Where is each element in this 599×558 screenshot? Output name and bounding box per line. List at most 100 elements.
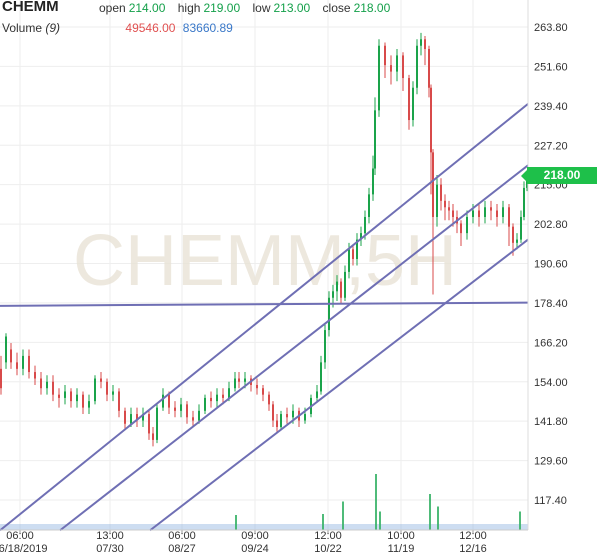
close-label: close — [322, 1, 351, 15]
candle-body — [204, 397, 206, 411]
trend-line[interactable] — [59, 164, 529, 532]
candle-body — [344, 271, 346, 298]
y-tick-label: 263.80 — [534, 22, 568, 34]
x-tick-time: 13:00 — [96, 530, 124, 542]
candle-body — [5, 336, 7, 363]
candle-body — [332, 291, 334, 298]
volume-baseline — [0, 524, 528, 530]
candle-body — [416, 45, 418, 88]
time-axis: 06:0006/18/201913:0007/3006:0008/2709:00… — [0, 529, 528, 555]
candle-body — [316, 391, 318, 398]
candle-body — [280, 414, 282, 427]
candle-body — [324, 330, 326, 363]
x-tick-time: 09:00 — [241, 530, 269, 542]
y-tick-label: 129.60 — [534, 456, 568, 468]
candle-body — [262, 388, 264, 395]
y-tick-label: 166.20 — [534, 337, 568, 349]
candle-body — [466, 216, 468, 234]
candle-body — [502, 207, 504, 217]
candle-body — [384, 45, 386, 66]
candle-body — [348, 249, 350, 272]
trend-line[interactable] — [0, 301, 529, 307]
candle-body — [472, 210, 474, 217]
x-tick-date: 11/19 — [388, 543, 415, 555]
candle-body — [276, 420, 278, 427]
candle-body — [198, 410, 200, 421]
candle-body — [356, 239, 358, 259]
y-tick-label: 178.40 — [534, 298, 568, 310]
candle-body — [440, 184, 442, 201]
candle-body — [408, 78, 410, 121]
candle-body — [46, 381, 48, 389]
x-tick-date: 12/16 — [459, 543, 487, 555]
y-tick-label: 190.60 — [534, 259, 568, 271]
volume-value-b: 83660.89 — [182, 21, 233, 35]
last-price-tag: 218.00 — [521, 167, 597, 184]
x-tick-time: 10:00 — [387, 530, 415, 542]
candle-body — [272, 404, 274, 421]
candle-body — [180, 404, 182, 411]
volume-period: (9) — [45, 21, 61, 35]
candle-body — [222, 394, 224, 398]
y-tick-label: 154.00 — [534, 377, 568, 389]
trend-line[interactable] — [149, 238, 529, 532]
candle-body — [174, 407, 176, 411]
candle-body — [460, 223, 462, 234]
close-value: 218.00 — [353, 1, 391, 15]
volume-bar — [429, 494, 431, 530]
x-tick-date: 07/30 — [96, 543, 124, 555]
candle-body — [364, 216, 366, 234]
high-value: 219.00 — [203, 1, 241, 15]
candle-body — [412, 87, 414, 121]
candle-body — [320, 362, 322, 392]
candle-body — [216, 394, 218, 402]
ticker-symbol: CHEMM — [2, 0, 59, 15]
volume-bar — [375, 474, 377, 530]
candle-body — [328, 297, 330, 331]
y-tick-label: 141.80 — [534, 416, 568, 428]
candle-body — [82, 394, 84, 408]
candle-body — [512, 226, 514, 243]
candle-body — [436, 184, 438, 217]
open-value: 214.00 — [128, 1, 166, 15]
candle-body — [360, 233, 362, 240]
x-tick-date: 08/27 — [168, 543, 196, 555]
candle-body — [100, 378, 102, 382]
candle-body — [352, 249, 354, 259]
candle-body — [448, 207, 450, 211]
candle-body — [432, 152, 434, 217]
candle-body — [490, 207, 492, 211]
candlesticks — [0, 32, 528, 447]
candle-body — [16, 362, 18, 369]
candle-body — [402, 55, 404, 79]
ohlc-readout: open 214.00 high 219.00 low 213.00 close 218… — [99, 1, 399, 15]
candle-body — [520, 216, 522, 240]
candle-body — [76, 394, 78, 402]
x-tick-time: 06:00 — [168, 530, 196, 542]
candle-body — [156, 407, 158, 440]
x-tick-time: 12:00 — [459, 530, 487, 542]
candle-body — [192, 417, 194, 421]
y-tick-label: 202.80 — [534, 219, 568, 231]
candle-body — [238, 378, 240, 382]
candle-body — [70, 391, 72, 402]
candle-body — [444, 200, 446, 208]
volume-bar — [235, 515, 237, 530]
candle-body — [148, 414, 150, 434]
x-tick-time: 06:00 — [6, 530, 34, 542]
volume-readout: Volume (9) 49546.00 83660.89 — [2, 21, 233, 35]
candle-body — [478, 210, 480, 217]
candle-body — [374, 110, 376, 169]
candle-body — [210, 397, 212, 402]
candle-body — [516, 239, 518, 243]
open-label: open — [99, 1, 126, 15]
candle-body — [340, 281, 342, 298]
candle-body — [118, 391, 120, 411]
candle-body — [112, 391, 114, 395]
trend-lines[interactable] — [0, 103, 529, 532]
volume-bar — [519, 511, 521, 530]
candle-body — [10, 349, 12, 363]
candle-body — [523, 187, 525, 217]
trend-line[interactable] — [0, 103, 529, 532]
